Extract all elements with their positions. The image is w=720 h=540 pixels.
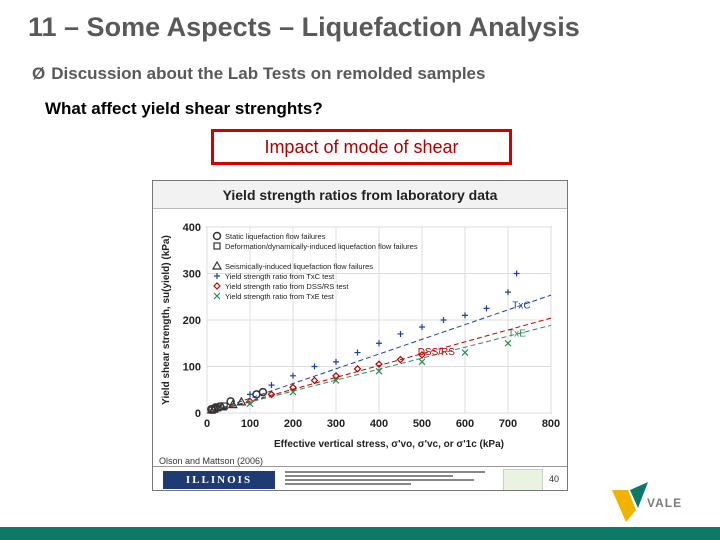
bullet-point: Ø Discussion about the Lab Tests on remol… xyxy=(32,64,485,84)
data-point-txe xyxy=(213,292,221,300)
x-tick-label: 500 xyxy=(413,418,431,430)
x-tick-label: 300 xyxy=(327,418,345,430)
data-point-txe xyxy=(246,400,254,408)
data-point-dss xyxy=(289,383,297,392)
vale-logo-icon xyxy=(612,482,648,522)
bullet-arrow-icon: Ø xyxy=(32,64,46,83)
data-point-dss xyxy=(267,390,276,399)
question-text: What affect yield shear strenghts? xyxy=(45,99,323,118)
trend-line xyxy=(206,294,552,414)
data-point-deformation xyxy=(213,242,221,250)
conference-logo xyxy=(503,469,543,490)
x-tick-label: 400 xyxy=(370,418,388,430)
data-point-dss xyxy=(396,355,405,364)
data-point-seismic xyxy=(236,396,247,406)
legend-entry: Seismically-induced liquefaction flow fa… xyxy=(225,262,373,271)
data-point-txc xyxy=(483,305,490,312)
y-tick-label: 300 xyxy=(183,269,201,281)
x-tick-label: 100 xyxy=(241,418,259,430)
data-point-txc xyxy=(354,349,361,356)
x-axis-label: Effective vertical stress, σ'vo, σ'vc, o… xyxy=(274,439,504,450)
company-name: VALE xyxy=(647,496,683,510)
figure-page-number: 40 xyxy=(548,474,559,484)
data-point-seismic xyxy=(211,260,223,270)
data-point-txe xyxy=(504,339,512,347)
data-point-txc xyxy=(290,372,296,379)
bottom-accent-bar xyxy=(0,527,720,540)
trend-label: TxE xyxy=(508,328,526,339)
trend-label: DSS/RS xyxy=(418,347,456,358)
figure-credit: Olson and Mattson (2006) xyxy=(157,456,266,466)
data-point-txc xyxy=(268,382,275,389)
y-tick-label: 200 xyxy=(183,315,201,327)
data-point-txc xyxy=(247,391,253,398)
y-tick-label: 400 xyxy=(183,222,201,234)
slide-title: 11 – Some Aspects – Liquefaction Analysi… xyxy=(28,12,580,42)
x-tick-label: 800 xyxy=(542,418,560,430)
data-point-txe xyxy=(289,388,297,396)
data-point-txc xyxy=(214,273,220,279)
legend-entry: Static liquefaction flow failures xyxy=(225,232,326,241)
data-point-txc xyxy=(462,312,468,319)
data-point-txc xyxy=(419,323,425,330)
chart-plot: 0 100 200 300 400 500 600 700 800 0 100 200 300 400 Ef… xyxy=(161,222,560,450)
university-logo: ILLINOIS xyxy=(163,471,275,489)
y-axis-label: Yield shear strength, su(yield) (kPa) xyxy=(161,235,172,405)
trend-line xyxy=(206,324,552,414)
data-point-txe xyxy=(332,377,340,384)
data-point-seismic xyxy=(217,401,228,411)
fine-print-lines xyxy=(285,471,495,489)
data-point-deformation xyxy=(220,402,228,410)
trend-line xyxy=(206,317,552,414)
data-point-dss xyxy=(310,376,319,385)
data-point-txe xyxy=(461,349,469,356)
data-point-txc xyxy=(376,340,382,347)
data-point-static xyxy=(212,231,222,241)
x-tick-label: 200 xyxy=(284,418,302,430)
legend-entry: Deformation/dynamically-induced liquefac… xyxy=(225,242,418,251)
data-point-txc xyxy=(440,317,447,323)
legend-entry: Yield strength ratio from TxE test xyxy=(225,292,335,301)
data-point-txc xyxy=(397,330,404,337)
bullet-text: Discussion about the Lab Tests on remold… xyxy=(51,64,486,83)
data-point-dss xyxy=(418,351,426,359)
data-point-dss xyxy=(213,282,221,290)
data-point-dss xyxy=(353,364,362,373)
data-point-dss xyxy=(375,360,383,369)
data-point-txc xyxy=(513,270,520,277)
callout-box: Impact of mode of shear xyxy=(211,129,512,165)
data-point-txc xyxy=(311,363,318,370)
data-point-txc xyxy=(505,289,511,296)
data-point-txe xyxy=(375,367,383,375)
legend-entry: Yield strength ratio from DSS/RS test xyxy=(225,282,349,291)
legend-entry: Yield strength ratio from TxC test xyxy=(225,272,335,281)
trend-label: TxC xyxy=(512,300,530,311)
data-point-txe xyxy=(418,358,426,366)
y-tick-label: 100 xyxy=(183,362,201,374)
data-point-static xyxy=(258,387,268,397)
y-tick-label: 0 xyxy=(195,408,201,420)
x-tick-label: 0 xyxy=(204,418,210,430)
data-point-seismic xyxy=(208,404,219,413)
x-tick-label: 600 xyxy=(456,418,474,430)
x-tick-label: 700 xyxy=(499,418,517,430)
chart-figure: Yield strength ratios from laboratory da… xyxy=(152,180,568,491)
data-point-dss xyxy=(332,371,340,380)
data-point-seismic xyxy=(227,399,238,409)
figure-footer: ILLINOIS 40 xyxy=(153,466,567,490)
data-point-txc xyxy=(333,358,339,365)
chart-title: Yield strength ratios from laboratory da… xyxy=(153,181,567,209)
